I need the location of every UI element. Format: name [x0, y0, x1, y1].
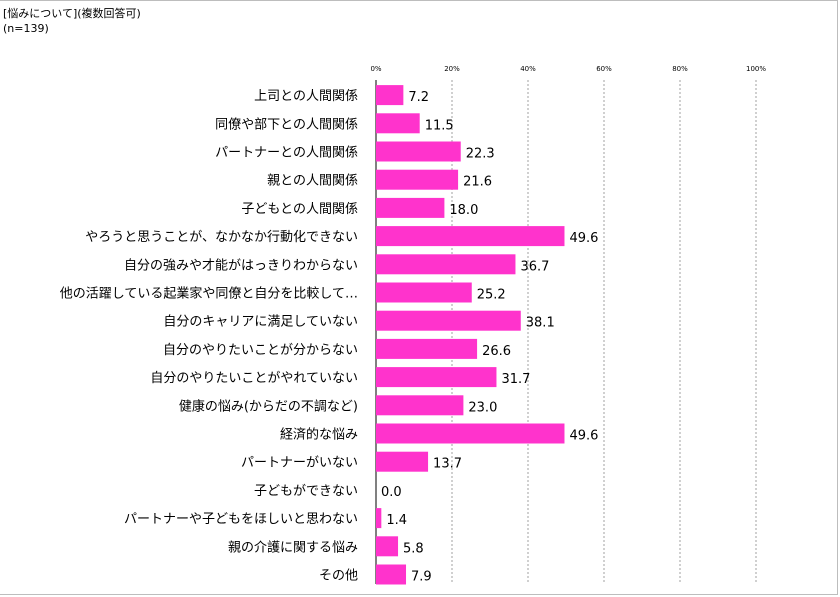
value-label-16: 1.4 [386, 513, 407, 528]
value-label-7: 36.7 [520, 259, 549, 274]
chart-title: [悩みについて](複数回答可) [3, 7, 141, 20]
bar-12 [376, 395, 464, 416]
category-label-2: 同僚や部下との人間関係 [215, 117, 358, 132]
bar-1 [376, 85, 404, 106]
category-label-15: 子どもができない [254, 484, 358, 499]
bar-14 [376, 451, 429, 472]
axis-tick-labels: 0% 20% 40% 60% 80% 100% [370, 65, 766, 73]
sample-size: (n=139) [3, 22, 49, 35]
value-label-6: 49.6 [569, 231, 598, 246]
value-label-11: 31.7 [501, 372, 530, 387]
category-label-7: 自分の強みや才能がはっきりわからない [124, 258, 358, 273]
bar-7 [376, 254, 516, 275]
tick-label-60: 60% [596, 65, 612, 73]
bar-17 [376, 536, 399, 557]
category-label-12: 健康の悩み(からだの不調など) [179, 398, 358, 414]
bars [376, 85, 565, 585]
category-label-18: その他 [319, 569, 358, 584]
tick-label-40: 40% [520, 65, 536, 73]
value-label-14: 13.7 [433, 457, 462, 472]
value-label-8: 25.2 [477, 288, 506, 303]
value-label-12: 23.0 [468, 400, 497, 415]
tick-label-80: 80% [672, 65, 688, 73]
category-label-1: 上司との人間関係 [254, 89, 358, 104]
tick-label-0: 0% [370, 65, 381, 73]
value-label-1: 7.2 [408, 90, 429, 105]
grid-lines [375, 80, 757, 584]
bar-8 [376, 282, 472, 303]
tick-label-100: 100% [746, 65, 766, 73]
value-label-4: 21.6 [463, 175, 492, 190]
category-label-11: 自分のやりたいことがやれていない [150, 371, 358, 386]
bar-6 [376, 226, 565, 247]
bar-16 [376, 508, 382, 529]
category-label-13: 経済的な悩み [280, 427, 358, 443]
value-label-9: 38.1 [526, 316, 555, 331]
category-label-3: パートナーとの人間関係 [215, 146, 358, 161]
value-label-18: 7.9 [411, 570, 432, 585]
category-label-14: パートナーがいない [241, 456, 358, 471]
bar-3 [376, 141, 461, 162]
value-label-10: 26.6 [482, 344, 511, 359]
bar-9 [376, 310, 521, 331]
value-label-2: 11.5 [425, 118, 454, 133]
value-label-17: 5.8 [403, 541, 424, 556]
bar-13 [376, 423, 565, 444]
bar-4 [376, 169, 459, 190]
category-label-4: 親との人間関係 [267, 174, 358, 189]
bar-18 [376, 564, 407, 585]
value-label-13: 49.6 [569, 429, 598, 444]
value-label-3: 22.3 [466, 147, 495, 162]
category-label-5: 子どもとの人間関係 [241, 202, 358, 217]
bar-5 [376, 197, 445, 218]
value-labels: 7.2 11.5 22.3 21.6 18.0 49.6 36.7 25.2 38.1 26.6 3… [381, 90, 598, 584]
category-label-6: やろうと思うことが、なかなか行動化できない [85, 230, 358, 245]
category-label-8: 他の活躍している起業家や同僚と自分を比較して… [60, 286, 358, 302]
tick-label-20: 20% [444, 65, 460, 73]
category-label-10: 自分のやりたいことが分からない [163, 343, 358, 358]
chart-header: [悩みについて](複数回答可) (n=139) [3, 6, 141, 36]
value-label-5: 18.0 [449, 203, 478, 218]
value-label-15: 0.0 [381, 485, 402, 500]
category-label-16: パートナーや子どもをほしいと思わない [124, 512, 358, 527]
category-label-17: 親の介護に関する悩み [228, 539, 358, 555]
category-labels: 上司との人間関係同僚や部下との人間関係パートナーとの人間関係親との人間関係子ども… [60, 89, 358, 583]
bar-10 [376, 338, 478, 359]
category-label-9: 自分のキャリアに満足していない [163, 315, 358, 330]
bar-2 [376, 113, 420, 134]
bar-11 [376, 367, 497, 388]
